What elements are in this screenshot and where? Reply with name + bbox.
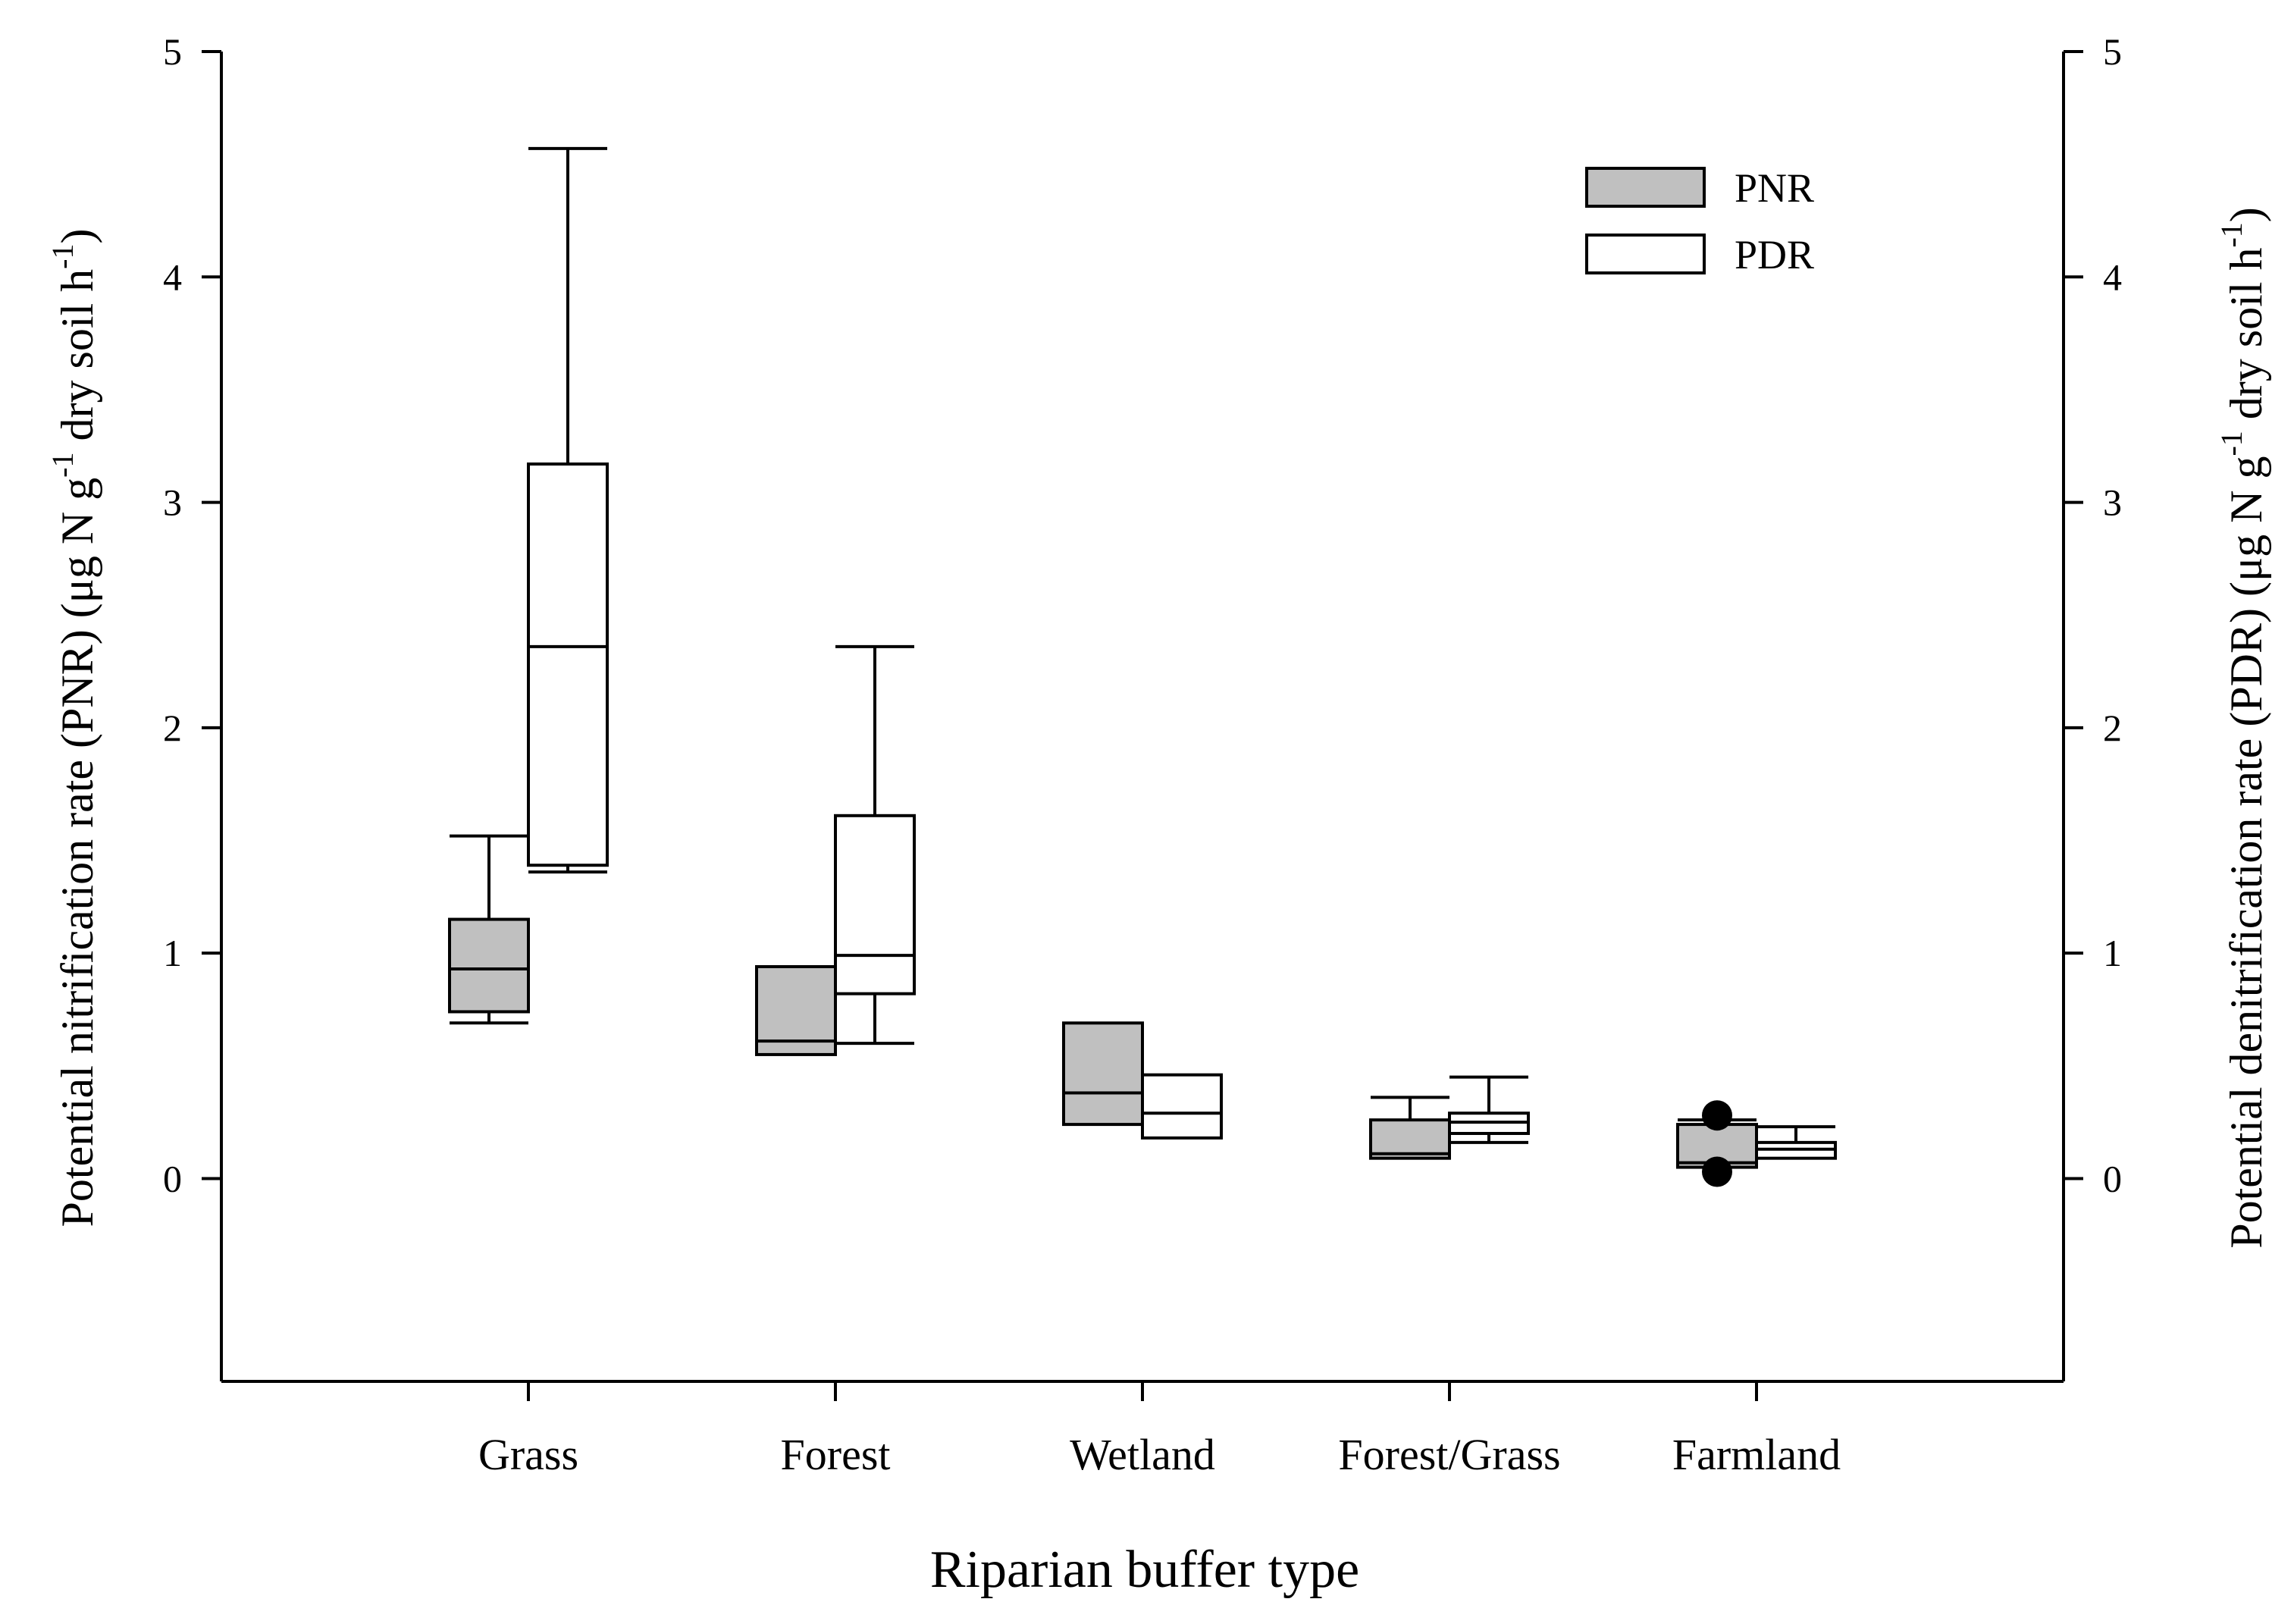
- legend-swatch-pdr: [1585, 234, 1706, 274]
- y-tick-label-right: 2: [2103, 707, 2122, 749]
- box-pnr-wetland: [1062, 1021, 1144, 1127]
- box-pnr-grass: [448, 834, 530, 1025]
- box-iqr: [1062, 1021, 1144, 1127]
- y-axis-title-right: Potential denitrification rate (PDR) (μg…: [2214, 207, 2271, 1249]
- y-tick-label-left: 0: [163, 1157, 182, 1199]
- x-tick-label-forest: Forest: [781, 1430, 891, 1479]
- box-iqr: [527, 462, 609, 867]
- y-tick-label-left: 2: [163, 707, 182, 749]
- y-tick-label-left: 5: [163, 30, 182, 73]
- box-pdr-grass: [527, 146, 609, 874]
- x-axis-title: Riparian buffer type: [930, 1541, 1359, 1599]
- box-pnr-forest: [755, 964, 837, 1056]
- box-pnr-farmland: [1676, 1100, 1758, 1187]
- y-tick-label-right: 1: [2103, 932, 2122, 974]
- y-tick-label-right: 0: [2103, 1157, 2122, 1199]
- outlier-point: [1702, 1156, 1732, 1187]
- box-iqr: [448, 917, 530, 1014]
- legend: PNR PDR: [1585, 165, 1814, 277]
- box-iqr: [834, 814, 916, 995]
- y-tick-label-left: 4: [163, 256, 182, 298]
- box-pdr-farmland: [1755, 1125, 1837, 1160]
- box-pdr-forest: [834, 644, 916, 1046]
- x-tick-label-farmland: Farmland: [1672, 1430, 1841, 1479]
- box-iqr: [1369, 1118, 1451, 1160]
- legend-swatch-pnr: [1585, 167, 1706, 208]
- x-tick-label-forest-grass: Forest/Grass: [1338, 1430, 1560, 1479]
- box-pdr-wetland: [1141, 1073, 1223, 1140]
- box-pnr-forest-grass: [1369, 1096, 1451, 1160]
- axes-group: 0 0 1 1 2 2 3 3 4 4 5 5 Grass Forest Wetland Forest/Gra…: [163, 30, 2122, 1479]
- legend-label-pdr: PDR: [1735, 232, 1814, 277]
- outlier-point: [1702, 1100, 1732, 1131]
- x-tick-label-wetland: Wetland: [1070, 1430, 1215, 1479]
- y-axis-title-left: Potential nitrification rate (PNR) (μg N…: [45, 229, 102, 1227]
- y-tick-label-right: 4: [2103, 256, 2122, 298]
- box-iqr: [1141, 1073, 1223, 1140]
- plot-marks: [448, 146, 1837, 1187]
- y-tick-label-right: 5: [2103, 30, 2122, 73]
- y-tick-label-right: 3: [2103, 481, 2122, 524]
- box-pdr-forest-grass: [1448, 1075, 1530, 1144]
- y-tick-label-left: 1: [163, 932, 182, 974]
- y-tick-label-left: 3: [163, 481, 182, 524]
- legend-label-pnr: PNR: [1735, 165, 1814, 211]
- x-tick-label-grass: Grass: [478, 1430, 578, 1479]
